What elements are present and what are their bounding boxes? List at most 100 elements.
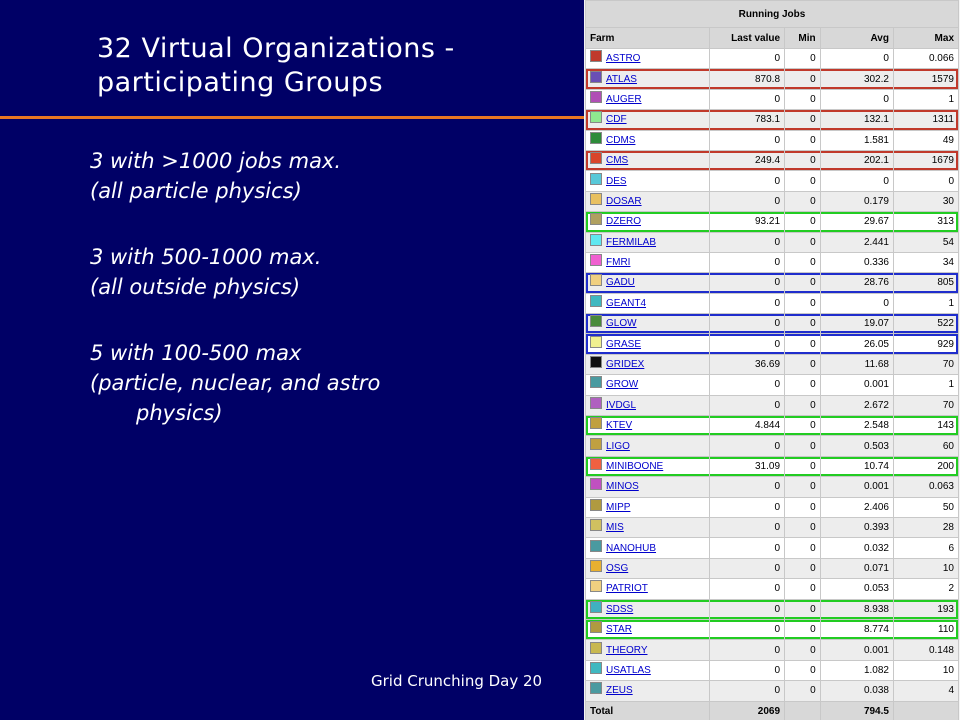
table-row: DES 0 0 0 0 xyxy=(585,170,960,192)
vo-link[interactable]: KTEV xyxy=(606,420,633,432)
avg-cell: 0.393 xyxy=(819,516,894,539)
last-value-cell: 0 xyxy=(708,578,786,600)
min-cell: 0 xyxy=(784,394,821,417)
color-swatch xyxy=(590,152,602,165)
min-cell: 0 xyxy=(784,455,821,478)
farm-cell: MIS xyxy=(585,516,710,539)
column-header-farm[interactable]: Farm xyxy=(585,27,710,49)
vo-link[interactable]: MINIBOONE xyxy=(606,461,664,472)
vo-link[interactable]: GEANT4 xyxy=(606,297,647,309)
max-cell: 1 xyxy=(892,88,960,111)
vo-link[interactable]: THEORY xyxy=(606,644,648,656)
vo-link[interactable]: FERMILAB xyxy=(606,236,657,248)
table-row: PATRIOT 0 0 0.053 2 xyxy=(585,578,960,600)
min-cell: 0 xyxy=(784,374,821,396)
color-swatch xyxy=(590,478,602,491)
color-swatch xyxy=(590,315,602,328)
min-cell: 0 xyxy=(784,292,821,315)
table-row: GLOW 0 0 19.07 522 xyxy=(585,313,960,335)
table-row: FMRI 0 0 0.336 34 xyxy=(585,251,960,274)
column-header-last-value[interactable]: Last value xyxy=(708,27,786,49)
vo-link[interactable]: NANOHUB xyxy=(606,542,657,554)
vo-link[interactable]: CDF xyxy=(606,114,627,126)
last-value-cell: 0 xyxy=(708,231,786,253)
column-header-max[interactable]: Max xyxy=(892,27,960,49)
vo-link[interactable]: SDSS xyxy=(606,603,634,615)
min-cell: 0 xyxy=(784,68,821,90)
bullet-2-note: (all outside physics) xyxy=(90,275,301,299)
vo-link[interactable]: GRASE xyxy=(606,338,642,350)
farm-cell: DOSAR xyxy=(585,190,710,213)
avg-cell: 0.038 xyxy=(819,680,894,702)
avg-cell: 0.179 xyxy=(819,190,894,213)
vo-link[interactable]: FMRI xyxy=(606,257,631,269)
min-cell: 0 xyxy=(784,435,821,457)
min-cell: 0 xyxy=(784,353,821,376)
vo-link[interactable]: OSG xyxy=(606,562,629,574)
color-swatch xyxy=(590,641,602,654)
bullet-1: 3 with >1000 jobs max. xyxy=(90,149,342,173)
farm-cell: OSG xyxy=(585,557,710,580)
table-row: LIGO 0 0 0.503 60 xyxy=(585,435,960,457)
min-cell: 0 xyxy=(784,88,821,111)
column-header-avg[interactable]: Avg xyxy=(819,27,894,49)
max-cell: 0.063 xyxy=(892,476,960,498)
table-row: DOSAR 0 0 0.179 30 xyxy=(585,190,960,213)
min-cell: 0 xyxy=(784,211,821,233)
last-value-cell: 0 xyxy=(708,170,786,192)
color-swatch xyxy=(590,437,602,450)
vo-link[interactable]: IVDGL xyxy=(606,399,637,411)
vo-link[interactable]: ZEUS xyxy=(606,685,633,697)
vo-link[interactable]: MINOS xyxy=(606,481,639,493)
vo-link[interactable]: DES xyxy=(606,175,627,187)
avg-cell: 2.406 xyxy=(819,496,894,518)
farm-cell: MINIBOONE xyxy=(585,455,710,478)
vo-link[interactable]: ATLAS xyxy=(606,73,637,85)
vo-link[interactable]: ASTRO xyxy=(606,53,641,65)
max-cell: 110 xyxy=(892,618,960,641)
farm-cell: CDMS xyxy=(585,129,710,151)
bullet-3-note-continued: physics) xyxy=(136,401,223,425)
max-cell: 193 xyxy=(892,598,960,620)
vo-link[interactable]: USATLAS xyxy=(606,664,651,676)
total-max xyxy=(892,700,960,720)
last-value-cell: 0 xyxy=(708,292,786,315)
color-swatch xyxy=(590,621,602,634)
vo-link[interactable]: DZERO xyxy=(606,216,641,228)
farm-cell: ATLAS xyxy=(585,68,710,90)
vo-link[interactable]: MIPP xyxy=(606,501,631,513)
avg-cell: 0.053 xyxy=(819,578,894,600)
avg-cell: 8.938 xyxy=(819,598,894,620)
vo-link[interactable]: CDMS xyxy=(606,134,636,146)
vo-link[interactable]: STAR xyxy=(606,624,632,636)
max-cell: 34 xyxy=(892,251,960,274)
column-header-min[interactable]: Min xyxy=(784,27,821,49)
avg-cell: 0.001 xyxy=(819,639,894,661)
bullet-1-note: (all particle physics) xyxy=(90,179,302,203)
vo-link[interactable]: GRIDEX xyxy=(606,359,645,371)
vo-link[interactable]: DOSAR xyxy=(606,195,642,207)
max-cell: 1679 xyxy=(892,149,960,172)
last-value-cell: 783.1 xyxy=(708,109,786,131)
min-cell: 0 xyxy=(784,516,821,539)
vo-link[interactable]: MIS xyxy=(606,522,624,534)
avg-cell: 0.001 xyxy=(819,476,894,498)
table-row: CMS 249.4 0 202.1 1679 xyxy=(585,149,960,172)
min-cell: 0 xyxy=(784,170,821,192)
last-value-cell: 0 xyxy=(708,333,786,355)
avg-cell: 2.441 xyxy=(819,231,894,253)
vo-link[interactable]: PATRIOT xyxy=(606,583,648,595)
color-swatch xyxy=(590,90,602,103)
table-row: MINOS 0 0 0.001 0.063 xyxy=(585,476,960,498)
bullet-2: 3 with 500-1000 max. xyxy=(90,245,322,269)
vo-link[interactable]: CMS xyxy=(606,155,629,167)
vo-link[interactable]: GROW xyxy=(606,379,639,391)
vo-link[interactable]: GADU xyxy=(606,277,635,289)
vo-link[interactable]: GLOW xyxy=(606,318,637,330)
color-swatch xyxy=(590,661,602,674)
bullet-3-note: (particle, nuclear, and astro xyxy=(90,371,381,395)
vo-link[interactable]: AUGER xyxy=(606,93,642,105)
vo-link[interactable]: LIGO xyxy=(606,440,630,452)
last-value-cell: 0 xyxy=(708,496,786,518)
farm-cell: DZERO xyxy=(585,211,710,233)
